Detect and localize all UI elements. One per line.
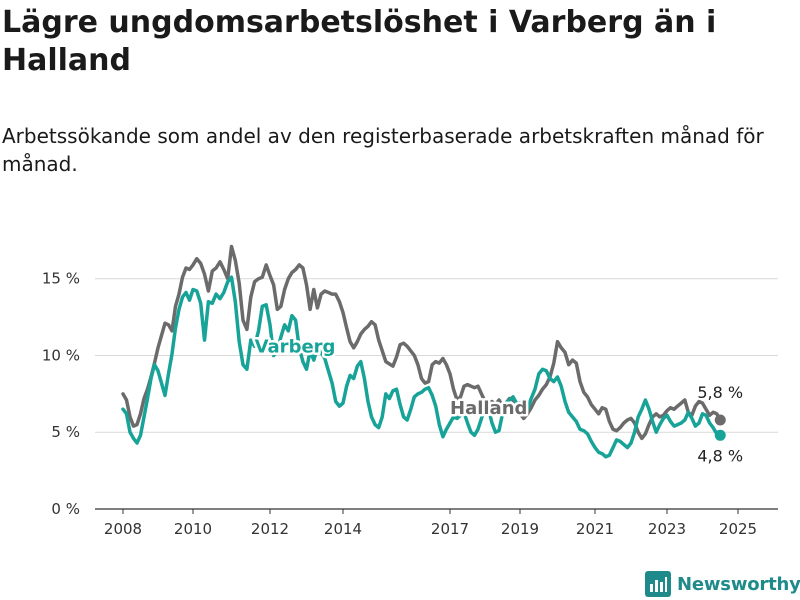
y-tick-label: 5 % (51, 423, 80, 441)
x-tick-label: 2010 (174, 520, 212, 538)
x-tick-label: 2025 (719, 520, 757, 538)
series-label-halo: Varberg (255, 336, 336, 357)
series-label-halland: Halland (450, 398, 527, 419)
chart-title: Lägre ungdomsarbetslöshet i Varberg än i… (2, 5, 717, 78)
end-label-varberg: 4,8 % (697, 446, 743, 465)
series-line-halland (121, 244, 723, 441)
end-label-halo: 5,8 % (697, 383, 743, 402)
x-tick-label: 2008 (104, 520, 142, 538)
brand-name: Newsworthy (677, 573, 800, 595)
x-tick-label: 2017 (431, 520, 469, 538)
x-tick-label: 2012 (251, 520, 289, 538)
newsworthy-bar-chart-icon (645, 571, 671, 597)
end-label-halland: 5,8 % (697, 383, 743, 402)
y-tick-label: 10 % (42, 346, 80, 364)
series-label-halo: Halland (450, 398, 527, 419)
x-tick-label: 2014 (324, 520, 362, 538)
newsworthy-logo: Newsworthy (645, 569, 800, 599)
y-tick-label: 0 % (51, 500, 80, 518)
end-point-varberg (714, 429, 726, 441)
x-tick-label: 2021 (576, 520, 614, 538)
grid-lines (95, 278, 778, 510)
end-label-halo: 4,8 % (697, 446, 743, 465)
series-line-varberg (121, 275, 723, 459)
y-tick-label: 15 % (42, 270, 80, 288)
series-label-varberg: Varberg (255, 336, 336, 357)
axes: 0 % 5 % 10 % 15 % 2008 2010 2012 2014 2017 2019 20… (42, 270, 757, 538)
series-lines (121, 244, 726, 459)
end-point-halland (714, 414, 726, 426)
chart-subtitle: Arbetssökande som andel av den registerb… (2, 124, 764, 176)
x-tick-label: 2019 (501, 520, 539, 538)
x-tick-label: 2023 (648, 520, 686, 538)
